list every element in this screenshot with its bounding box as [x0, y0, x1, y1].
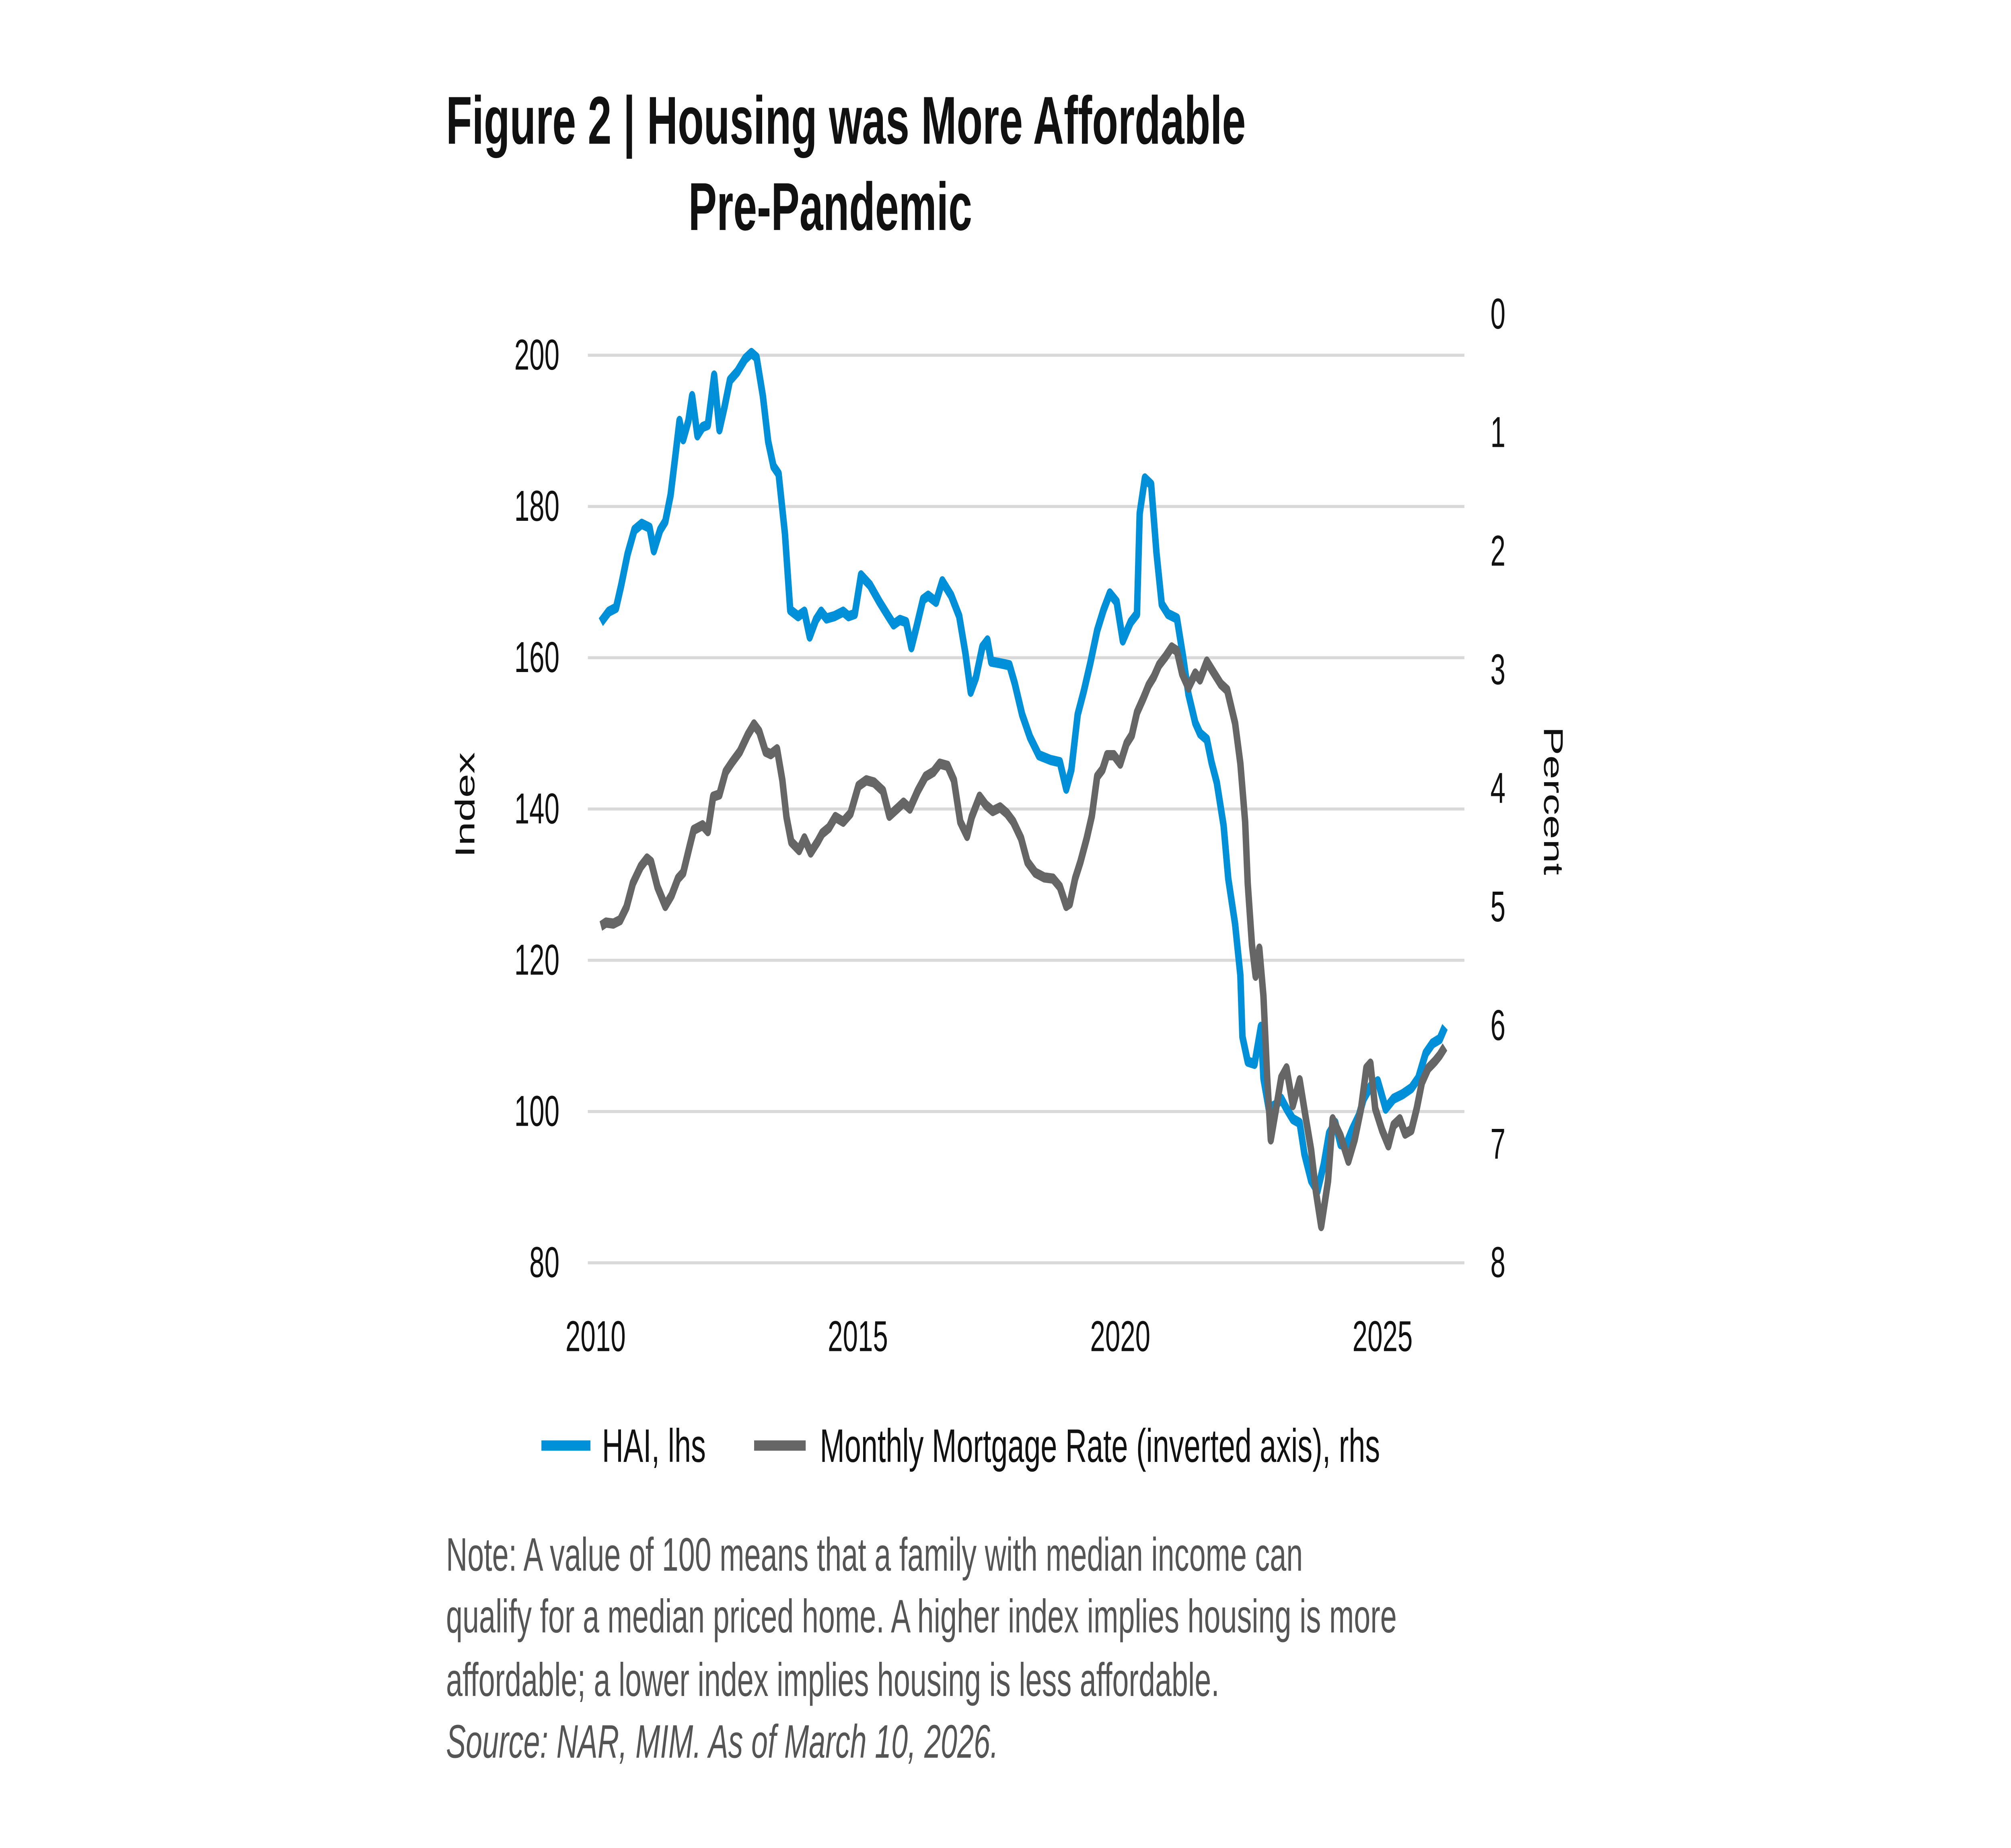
left-axis-ticks: 200 180 160 140 120 100 80 — [514, 331, 559, 1286]
x-axis-ticks: 2010 2015 2020 2025 — [565, 1312, 1413, 1360]
x-tick-label: 2025 — [1353, 1312, 1413, 1360]
note-line-2: qualify for a median priced home. A high… — [446, 1589, 1397, 1642]
mortgage-rate-line — [599, 642, 1448, 1231]
right-tick-label: 7 — [1491, 1120, 1505, 1168]
left-tick-label: 80 — [529, 1238, 559, 1287]
series-lines — [598, 347, 1448, 1231]
left-tick-label: 120 — [514, 935, 559, 984]
hai-line — [598, 347, 1448, 1196]
note-line-1: Note: A value of 100 means that a family… — [446, 1528, 1303, 1581]
figure-title-line1: Figure 2 | Housing was More Affordable — [446, 82, 1246, 159]
right-tick-label: 6 — [1491, 1001, 1505, 1049]
x-tick-label: 2010 — [565, 1312, 626, 1360]
right-tick-label: 8 — [1491, 1238, 1505, 1287]
left-tick-label: 140 — [514, 784, 559, 833]
legend: HAI, lhs Monthly Mortgage Rate (inverted… — [541, 1419, 1380, 1472]
left-tick-label: 200 — [514, 331, 559, 379]
left-tick-label: 160 — [514, 633, 559, 681]
left-tick-label: 180 — [514, 482, 559, 530]
left-tick-label: 100 — [514, 1087, 559, 1135]
right-tick-label: 3 — [1491, 645, 1505, 693]
legend-label-hai: HAI, lhs — [602, 1419, 706, 1472]
right-tick-label: 4 — [1491, 764, 1505, 812]
left-axis-label: Index — [450, 752, 480, 857]
right-tick-label: 2 — [1491, 527, 1505, 575]
right-tick-label: 0 — [1491, 290, 1505, 338]
right-tick-label: 5 — [1491, 882, 1505, 931]
legend-label-mortgage-rate: Monthly Mortgage Rate (inverted axis), r… — [820, 1419, 1380, 1472]
x-tick-label: 2015 — [828, 1312, 888, 1360]
right-axis-ticks: 0 1 2 3 4 5 6 7 8 — [1491, 290, 1505, 1287]
figure-title-line2: Pre-Pandemic — [689, 169, 972, 245]
right-tick-label: 1 — [1491, 408, 1505, 456]
source-line: Source: NAR, MIM. As of March 10, 2026. — [446, 1715, 999, 1768]
gridlines — [588, 354, 1465, 1264]
note-line-3: affordable; a lower index implies housin… — [446, 1653, 1219, 1706]
footnote: Note: A value of 100 means that a family… — [446, 1528, 1397, 1768]
x-tick-label: 2020 — [1090, 1312, 1150, 1360]
right-axis-label: Percent — [1538, 726, 1569, 875]
